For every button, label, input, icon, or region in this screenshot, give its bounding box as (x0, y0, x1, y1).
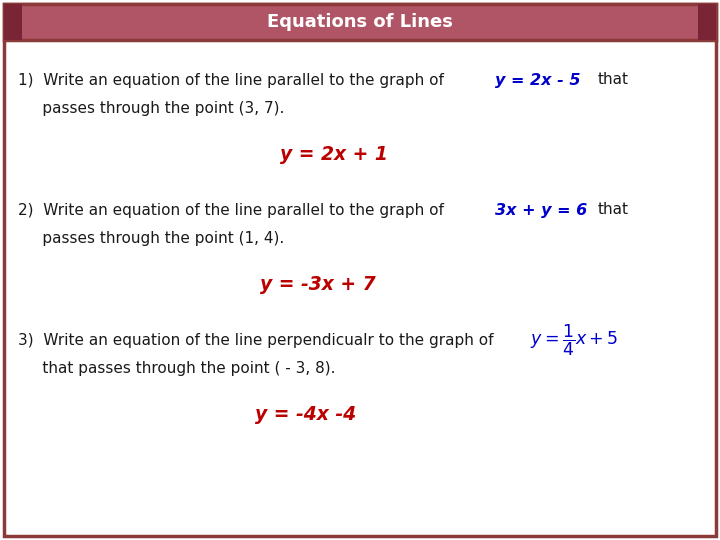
Bar (4, 4, 716, 40)
Bar (4, 4, 22, 40)
Text: passes through the point (3, 7).: passes through the point (3, 7). (18, 100, 284, 116)
Text: 2)  Write an equation of the line parallel to the graph of: 2) Write an equation of the line paralle… (18, 202, 444, 218)
Text: y = -4x -4: y = -4x -4 (255, 406, 356, 424)
Bar (698, 4, 716, 40)
Text: 1)  Write an equation of the line parallel to the graph of: 1) Write an equation of the line paralle… (18, 72, 444, 87)
Text: $y = \dfrac{1}{4}x + 5$: $y = \dfrac{1}{4}x + 5$ (530, 322, 618, 357)
Text: Equations of Lines: Equations of Lines (267, 13, 453, 31)
Text: 3x + y = 6: 3x + y = 6 (495, 202, 588, 218)
Text: y = -3x + 7: y = -3x + 7 (260, 275, 376, 294)
Text: y = 2x - 5: y = 2x - 5 (495, 72, 580, 87)
Text: that: that (598, 202, 629, 218)
Text: 3)  Write an equation of the line perpendicualr to the graph of: 3) Write an equation of the line perpend… (18, 333, 493, 348)
Text: that: that (598, 72, 629, 87)
Text: that passes through the point ( - 3, 8).: that passes through the point ( - 3, 8). (18, 361, 336, 375)
Text: passes through the point (1, 4).: passes through the point (1, 4). (18, 231, 284, 246)
Text: y = 2x + 1: y = 2x + 1 (280, 145, 388, 165)
